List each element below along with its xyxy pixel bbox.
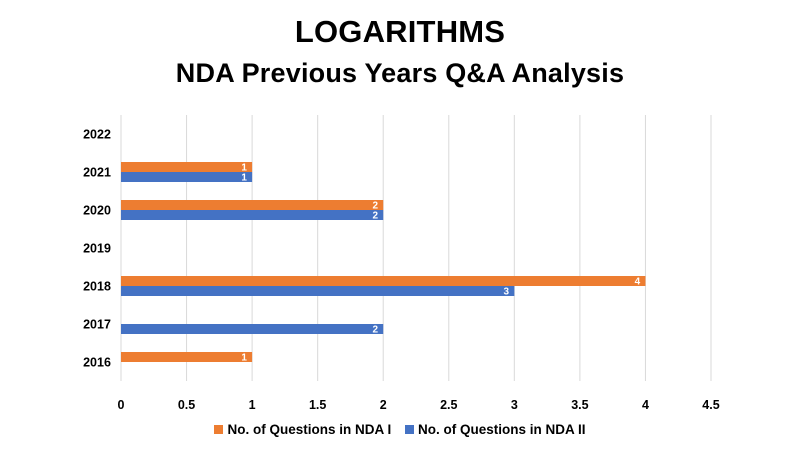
bar-nda-ii [121,172,253,182]
chart-title: LOGARITHMS [294,14,506,49]
y-tick-label: 2019 [83,242,111,256]
data-label: 1 [241,163,247,174]
bar-nda-i [121,200,384,210]
chart-subtitle: NDA Previous Years Q&A Analysis [175,58,625,88]
x-tick-label: 4.5 [702,398,719,412]
y-tick-label: 2016 [83,356,111,370]
x-tick-label: 2.5 [440,398,457,412]
x-tick-label: 0 [118,398,125,412]
legend-item-nda-ii: No. of Questions in NDA II [405,422,586,437]
legend-swatch-nda-i [214,425,224,434]
x-tick-label: 3 [511,398,518,412]
x-tick-label: 0.5 [178,398,195,412]
data-label: 2 [372,201,378,212]
y-tick-label: 2021 [83,166,111,180]
y-tick-label: 2022 [83,128,111,142]
x-tick-label: 2 [380,398,387,412]
legend: No. of Questions in NDA I No. of Questio… [0,422,800,437]
legend-label-nda-ii: No. of Questions in NDA II [418,422,586,437]
legend-item-nda-i: No. of Questions in NDA I [214,422,391,437]
y-tick-label: 2018 [83,280,111,294]
data-label: 2 [372,211,378,222]
bar-nda-ii [121,324,384,334]
legend-label-nda-i: No. of Questions in NDA I [227,422,392,437]
bar-nda-i [121,276,646,286]
x-tick-label: 3.5 [571,398,588,412]
bar-nda-i [121,352,253,362]
y-tick-label: 2017 [83,318,111,332]
bar-nda-i [121,162,253,172]
data-label: 3 [504,287,510,298]
data-label: 1 [241,173,247,184]
bar-nda-ii [121,286,515,296]
x-tick-label: 1 [249,398,256,412]
data-label: 4 [635,277,641,288]
x-tick-label: 4 [642,398,649,412]
legend-swatch-nda-ii [405,425,414,434]
bar-nda-ii [121,210,384,220]
data-label: 2 [372,325,378,336]
y-tick-label: 2020 [83,204,111,218]
x-tick-label: 1.5 [309,398,326,412]
data-label: 1 [241,353,247,364]
